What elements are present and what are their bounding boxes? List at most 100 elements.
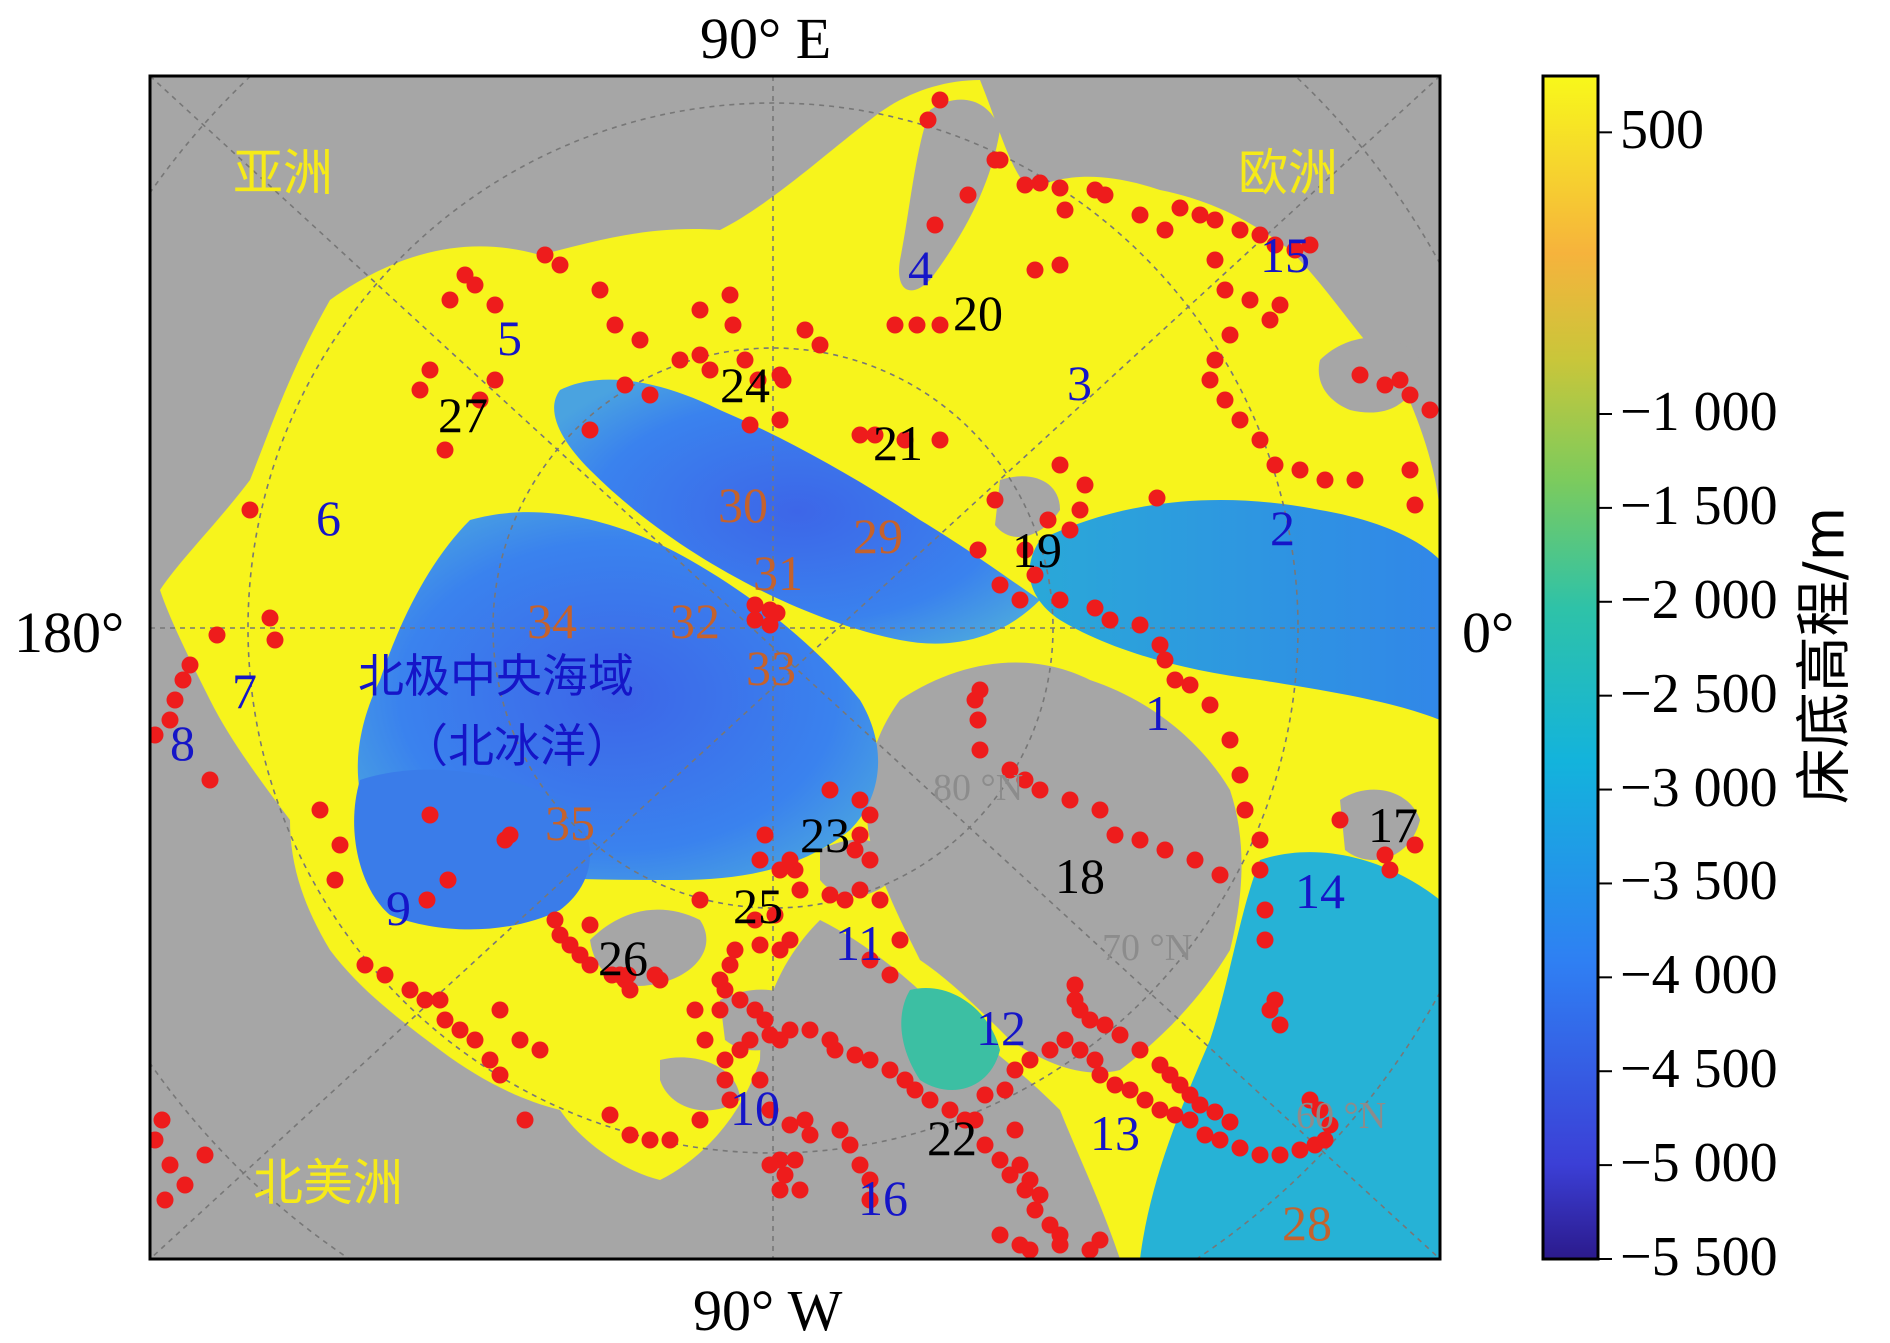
observation-point <box>551 256 569 274</box>
map-labels: 亚洲 欧洲 北美洲 北极中央海域 （北冰洋） 80 °N 70 °N 60 °N… <box>170 144 1418 1251</box>
observation-point <box>966 691 984 709</box>
observation-point <box>311 801 329 819</box>
region-5: 5 <box>497 310 522 366</box>
observation-point <box>1006 1121 1024 1139</box>
observation-point <box>1261 311 1279 329</box>
observation-point <box>418 891 436 909</box>
greenland <box>866 662 1242 1073</box>
region-12: 12 <box>976 1000 1026 1056</box>
region-13: 13 <box>1090 1105 1140 1161</box>
observation-point <box>891 931 909 949</box>
observation-point <box>150 1131 164 1149</box>
observation-point <box>1216 391 1234 409</box>
observation-point <box>768 604 786 622</box>
observation-point <box>851 881 869 899</box>
continent-north-america: 北美洲 <box>253 1154 403 1212</box>
observation-point <box>1021 1171 1039 1189</box>
eurasian-basin <box>554 379 1040 644</box>
observation-point <box>1031 781 1049 799</box>
observation-point <box>1266 456 1284 474</box>
colorbar <box>1541 74 1612 1261</box>
observation-point <box>581 916 599 934</box>
observation-point <box>721 1091 739 1109</box>
observation-point <box>486 296 504 314</box>
observation-point <box>746 911 764 929</box>
region-18: 18 <box>1055 848 1105 904</box>
observation-point <box>1061 791 1079 809</box>
observation-point <box>986 491 1004 509</box>
observation-point <box>161 711 179 729</box>
observation-point <box>741 416 759 434</box>
observation-point <box>421 361 439 379</box>
observation-point <box>166 691 184 709</box>
observation-point <box>1221 731 1239 749</box>
observation-point <box>1071 501 1089 519</box>
observation-point <box>1156 221 1174 239</box>
observation-point <box>781 1021 799 1039</box>
observation-point <box>991 1226 1009 1244</box>
observation-point <box>208 626 226 644</box>
observation-point <box>581 421 599 439</box>
observation-point <box>439 871 457 889</box>
observation-point <box>1196 1126 1214 1144</box>
observation-point <box>691 1111 709 1129</box>
observation-point <box>1166 671 1184 689</box>
observation-point <box>881 1061 899 1079</box>
observation-point <box>1251 831 1269 849</box>
region-33: 33 <box>746 640 796 696</box>
observation-point <box>1021 1241 1039 1259</box>
observation-point <box>1051 179 1069 197</box>
observation-point <box>536 246 554 264</box>
observation-point <box>919 111 937 129</box>
observation-point <box>266 631 284 649</box>
observation-point <box>1051 1236 1069 1254</box>
observation-point <box>1011 591 1029 609</box>
colorbar-tick-label: −1 000 <box>1620 381 1778 443</box>
ocean-label-line1: 北极中央海域 <box>358 649 634 703</box>
region-15: 15 <box>1260 227 1310 283</box>
observation-point <box>261 609 279 627</box>
observation-point <box>1121 1081 1139 1099</box>
observation-point <box>1191 1096 1209 1114</box>
region-25: 25 <box>733 878 783 934</box>
region-7: 7 <box>232 663 257 719</box>
colorbar-tick-label: −3 500 <box>1620 850 1778 913</box>
observation-point <box>641 386 659 404</box>
observation-point <box>969 541 987 559</box>
observation-point <box>931 316 949 334</box>
observation-point <box>1031 174 1049 192</box>
observation-point <box>581 956 599 974</box>
region-3: 3 <box>1067 355 1092 411</box>
observation-point <box>801 1021 819 1039</box>
observation-point <box>741 1031 759 1049</box>
observation-point <box>781 851 799 869</box>
observation-point <box>861 806 879 824</box>
observation-point <box>601 1106 619 1124</box>
observation-point <box>1256 931 1274 949</box>
observation-point <box>456 266 474 284</box>
observation-point <box>1231 1139 1249 1157</box>
observation-point <box>591 281 609 299</box>
hudson-area <box>800 1169 870 1259</box>
canada-basin <box>354 769 590 930</box>
observation-point <box>471 391 489 409</box>
observation-point <box>716 981 734 999</box>
region-27: 27 <box>438 387 488 443</box>
observation-point <box>971 741 989 759</box>
observation-point <box>851 791 869 809</box>
observation-point <box>1001 761 1019 779</box>
observation-point <box>1166 1106 1184 1124</box>
colorbar-tick-label: −2 500 <box>1620 662 1778 725</box>
region-19: 19 <box>1012 522 1062 578</box>
observation-point <box>150 726 164 744</box>
observation-point <box>976 1136 994 1154</box>
region-26: 26 <box>598 930 648 986</box>
observation-point <box>436 1011 454 1029</box>
observation-point <box>661 1131 679 1149</box>
observation-point <box>1251 431 1269 449</box>
observation-point <box>836 891 854 909</box>
colorbar-tick-label: −3 000 <box>1620 756 1778 819</box>
observation-point <box>1271 1016 1289 1034</box>
region-23: 23 <box>800 807 850 863</box>
